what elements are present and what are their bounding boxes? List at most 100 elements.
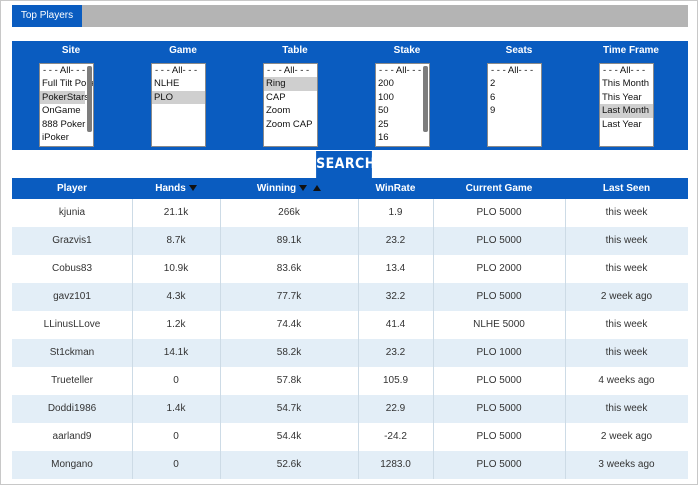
last-seen-cell: this week	[605, 235, 648, 246]
filter-label: Game	[169, 45, 197, 56]
player-cell[interactable]: St1ckman	[49, 347, 95, 358]
filter-option[interactable]: 6	[490, 91, 496, 103]
filter-option[interactable]: NLHE	[154, 78, 180, 90]
column-header-winrate[interactable]: WinRate	[375, 183, 416, 194]
filter-option[interactable]: Last Year	[602, 118, 642, 130]
player-cell[interactable]: Doddi1986	[47, 403, 97, 414]
filter-option[interactable]: Full Tilt Poker	[42, 78, 94, 90]
filter-option[interactable]: PokerStars	[40, 90, 89, 105]
column-divider	[220, 339, 221, 367]
filter-option[interactable]: CAP	[266, 91, 286, 103]
filter-option[interactable]: 2	[490, 78, 496, 90]
tab-top-players[interactable]: Top Players	[12, 5, 82, 27]
sort-desc-icon[interactable]	[188, 185, 197, 192]
filter-option[interactable]: - - - All- - -	[603, 65, 646, 76]
filter-option[interactable]: - - - All- - -	[155, 65, 198, 76]
filter-option[interactable]: 9	[490, 105, 496, 117]
table-row[interactable]: Mongano 0 52.6k 1283.0 PLO 5000 3 weeks ago	[12, 451, 688, 479]
table-row[interactable]: Doddi1986 1.4k 54.7k 22.9 PLO 5000 this week	[12, 395, 688, 423]
filter-listbox[interactable]: - - - All- - - 200 100 50 25 16	[375, 63, 430, 147]
last-seen-cell: 3 weeks ago	[598, 459, 655, 470]
column-header-current-game[interactable]: Current Game	[465, 183, 533, 194]
player-cell[interactable]: Mongano	[51, 459, 93, 470]
sort-desc-icon[interactable]	[299, 185, 308, 192]
winrate-cell: 105.9	[382, 375, 409, 386]
scrollbar-thumb[interactable]	[87, 66, 92, 132]
column-divider	[132, 451, 133, 479]
table-row[interactable]: Trueteller 0 57.8k 105.9 PLO 5000 4 weeks ago	[12, 367, 688, 395]
winrate-cell: 1.9	[388, 207, 403, 218]
filter-option[interactable]: - - - All- - -	[43, 65, 86, 76]
column-header-last-seen[interactable]: Last Seen	[602, 183, 651, 194]
column-divider	[132, 227, 133, 255]
filter-option[interactable]: OnGame	[42, 105, 81, 117]
last-seen-cell: this week	[605, 403, 648, 414]
current-game-cell: NLHE 5000	[473, 319, 525, 330]
filter-option[interactable]: 100	[378, 91, 394, 103]
filter-label: Time Frame	[603, 45, 659, 56]
table-row[interactable]: aarland9 0 54.4k -24.2 PLO 5000 2 week ago	[12, 423, 688, 451]
column-divider	[220, 423, 221, 451]
column-divider	[565, 367, 566, 395]
player-cell[interactable]: Cobus83	[51, 263, 93, 274]
filter-listbox[interactable]: - - - All- - - This Month This Year Last Mo…	[599, 63, 654, 147]
winning-cell: 52.6k	[276, 459, 302, 470]
player-cell[interactable]: gavz101	[53, 291, 91, 302]
filter-option[interactable]: iPoker	[42, 131, 69, 143]
player-cell[interactable]: kjunia	[58, 207, 86, 218]
sort-asc-icon[interactable]	[313, 185, 322, 192]
table-row[interactable]: kjunia 21.1k 266k 1.9 PLO 5000 this week	[12, 199, 688, 227]
filter-option[interactable]: PLO	[152, 90, 205, 105]
column-divider	[358, 283, 359, 311]
filter-listbox[interactable]: - - - All- - - NLHE PLO	[151, 63, 206, 147]
search-button[interactable]: SEARCH	[316, 151, 375, 178]
filter-option[interactable]: Last Month	[600, 104, 653, 118]
filter-listbox[interactable]: - - - All- - - Full Tilt Poker PokerStars O…	[39, 63, 94, 147]
table-row[interactable]: Grazvis1 8.7k 89.1k 23.2 PLO 5000 this week	[12, 227, 688, 255]
filter-option[interactable]: Zoom CAP	[266, 118, 313, 130]
filter-option[interactable]: Zoom	[266, 105, 291, 117]
filter-option[interactable]: 25	[378, 118, 389, 130]
filter-option[interactable]: 888 Poker	[42, 118, 86, 130]
filter-option[interactable]: 50	[378, 105, 389, 117]
winrate-cell: -24.2	[384, 431, 407, 442]
filter-option[interactable]: This Year	[602, 91, 642, 103]
column-divider	[358, 255, 359, 283]
winrate-cell: 41.4	[385, 319, 406, 330]
filter-listbox[interactable]: - - - All- - - Ring CAP Zoom Zoom CAP	[263, 63, 318, 147]
winning-cell: 74.4k	[276, 319, 302, 330]
winrate-cell: 13.4	[385, 263, 406, 274]
player-cell[interactable]: Grazvis1	[52, 235, 92, 246]
column-divider	[358, 395, 359, 423]
current-game-cell: PLO 5000	[476, 375, 522, 386]
filter-option[interactable]: This Month	[602, 78, 649, 90]
column-divider	[433, 227, 434, 255]
player-cell[interactable]: Trueteller	[51, 375, 93, 386]
scrollbar-thumb[interactable]	[423, 66, 428, 132]
filter-option[interactable]: 16	[378, 131, 389, 143]
player-cell[interactable]: aarland9	[52, 431, 92, 442]
table-row[interactable]: Cobus83 10.9k 83.6k 13.4 PLO 2000 this week	[12, 255, 688, 283]
filter-option[interactable]: - - - All- - -	[267, 65, 310, 76]
filter-option[interactable]: Ring	[264, 77, 317, 91]
current-game-cell: PLO 5000	[476, 291, 522, 302]
filter-option[interactable]: - - - All- - -	[491, 65, 534, 76]
hands-cell: 4.3k	[166, 291, 186, 302]
filter-option[interactable]: - - - All- - -	[379, 65, 422, 76]
player-cell[interactable]: LLinusLLove	[43, 319, 101, 330]
column-header-hands[interactable]: Hands	[132, 178, 220, 199]
table-row[interactable]: St1ckman 14.1k 58.2k 23.2 PLO 1000 this week	[12, 339, 688, 367]
column-divider	[132, 283, 133, 311]
column-header-winning[interactable]: Winning	[220, 178, 358, 199]
column-header-player[interactable]: Player	[56, 183, 88, 194]
filter-option[interactable]: 200	[378, 78, 394, 90]
table-row[interactable]: gavz101 4.3k 77.7k 32.2 PLO 5000 2 week ago	[12, 283, 688, 311]
column-divider	[132, 367, 133, 395]
hands-cell: 0	[173, 431, 179, 442]
winning-cell: 89.1k	[276, 235, 302, 246]
winning-cell: 57.8k	[276, 375, 302, 386]
table-row[interactable]: LLinusLLove 1.2k 74.4k 41.4 NLHE 5000 this we…	[12, 311, 688, 339]
column-divider	[220, 199, 221, 227]
column-divider	[132, 395, 133, 423]
